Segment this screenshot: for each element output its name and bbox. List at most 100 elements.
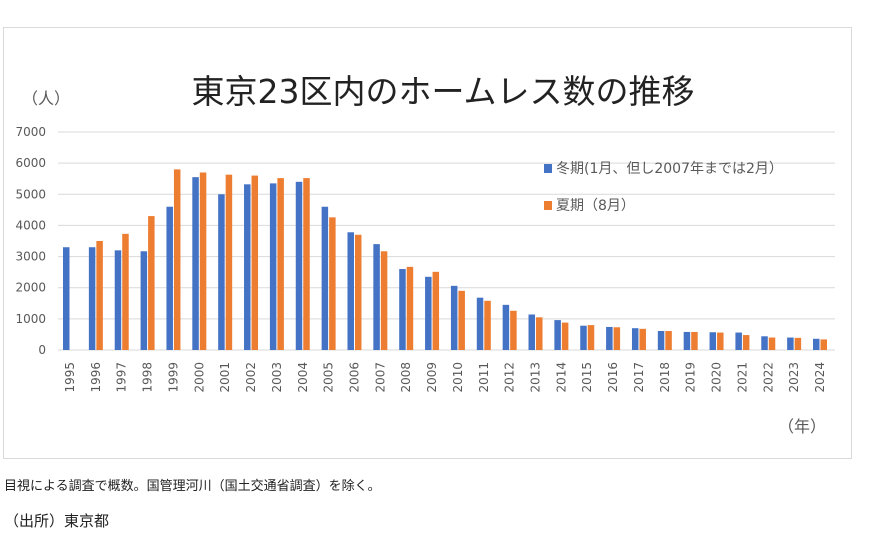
bar-winter	[450, 285, 458, 350]
x-tick-label: 2024	[813, 362, 827, 393]
y-axis-label: （人）	[22, 89, 70, 108]
bar-winter	[218, 194, 225, 350]
bar-winter	[425, 276, 432, 350]
x-tick-label: 1995	[63, 362, 77, 393]
bar-winter	[580, 325, 587, 350]
bar-winter	[321, 206, 329, 350]
bar-winter	[554, 320, 561, 350]
bar-winter	[606, 326, 613, 350]
x-tick-label: 2012	[503, 362, 517, 393]
bar-summer	[794, 337, 802, 350]
x-tick-label: 2021	[735, 362, 749, 393]
x-tick-label: 2019	[684, 362, 698, 393]
bar-winter	[813, 338, 820, 350]
bar-summer	[820, 339, 827, 350]
x-tick-label: 2000	[192, 362, 206, 393]
legend-swatch	[544, 201, 552, 210]
bar-winter	[476, 297, 484, 350]
x-tick-label: 2015	[580, 362, 594, 393]
bar-winter	[761, 336, 768, 350]
bar-summer	[354, 234, 362, 350]
bar-summer	[277, 178, 284, 350]
x-tick-label: 2023	[787, 362, 801, 393]
bar-summer	[665, 331, 672, 350]
bar-summer	[613, 327, 621, 350]
bar-summer	[199, 172, 207, 350]
x-tick-label: 2020	[710, 362, 724, 393]
bar-summer	[148, 216, 155, 350]
bar-winter	[502, 304, 510, 350]
bar-summer	[510, 310, 517, 350]
x-tick-label: 2004	[296, 362, 310, 393]
x-tick-label: 2016	[606, 362, 620, 393]
bar-summer	[717, 332, 724, 350]
y-tick-label: 3000	[15, 250, 46, 264]
x-tick-label: 2014	[554, 362, 568, 393]
bar-summer	[173, 169, 181, 350]
bar-winter	[140, 251, 148, 350]
bar-winter	[269, 183, 277, 350]
chart-note: 目視による調査で概数。国管理河川（国土交通省調査）を除く。	[4, 479, 381, 494]
bar-summer	[225, 174, 233, 350]
x-tick-label: 2009	[425, 362, 439, 393]
x-tick-label: 2018	[658, 362, 672, 393]
x-tick-label: 1996	[89, 362, 103, 393]
legend-label: 冬期(1月、但し2007年までは2月）	[556, 161, 783, 177]
bar-summer	[742, 335, 750, 350]
bar-summer	[432, 271, 440, 350]
x-tick-label: 2013	[529, 362, 543, 393]
x-tick-label: 1998	[141, 362, 155, 393]
x-tick-label: 2003	[270, 362, 284, 393]
bar-winter	[192, 177, 199, 350]
bar-summer	[691, 331, 698, 350]
bar-winter	[657, 331, 665, 350]
y-tick-label: 6000	[15, 156, 46, 170]
bar-summer	[587, 325, 595, 350]
bar-winter	[787, 337, 794, 350]
y-tick-label: 2000	[15, 281, 46, 295]
bar-winter	[709, 332, 717, 350]
y-tick-label: 5000	[15, 187, 46, 201]
bar-winter	[735, 332, 742, 350]
bar-summer	[406, 266, 414, 350]
bar-winter	[347, 232, 354, 350]
y-tick-label: 1000	[15, 312, 46, 326]
x-tick-label: 2007	[373, 362, 387, 393]
bar-summer	[484, 300, 491, 350]
bar-winter	[63, 247, 70, 350]
chart-title: 東京23区内のホームレス数の推移	[191, 72, 694, 111]
bar-winter	[399, 269, 406, 350]
bar-summer	[536, 317, 543, 350]
chart-frame	[3, 27, 852, 459]
bar-summer	[639, 328, 646, 350]
bar-winter	[295, 181, 303, 350]
bar-summer	[96, 241, 103, 350]
y-tick-label: 4000	[15, 218, 46, 232]
x-tick-label: 2022	[761, 362, 775, 393]
bar-winter	[88, 247, 96, 350]
bar-summer	[458, 290, 465, 350]
x-tick-label: 2017	[632, 362, 646, 393]
bar-summer	[561, 322, 569, 350]
y-tick-label: 7000	[15, 125, 46, 139]
bar-summer	[122, 233, 129, 350]
source-label: （出所）東京都	[4, 512, 110, 530]
legend-swatch	[544, 164, 552, 173]
bar-winter	[631, 328, 639, 350]
y-tick-label: 0	[38, 343, 46, 357]
bar-winter	[373, 244, 380, 350]
x-tick-label: 1999	[166, 362, 180, 393]
bar-summer	[768, 337, 776, 350]
x-tick-label: 2006	[347, 362, 361, 393]
bar-winter	[166, 206, 173, 350]
x-tick-label: 2002	[244, 362, 258, 393]
bar-summer	[380, 251, 388, 350]
legend-label: 夏期（8月）	[556, 198, 635, 214]
bar-winter	[244, 184, 251, 350]
bar-winter	[114, 250, 122, 350]
bar-winter	[683, 331, 691, 350]
x-tick-label: 2008	[399, 362, 413, 393]
x-axis-label: （年）	[778, 417, 826, 436]
x-tick-label: 2001	[218, 362, 232, 393]
